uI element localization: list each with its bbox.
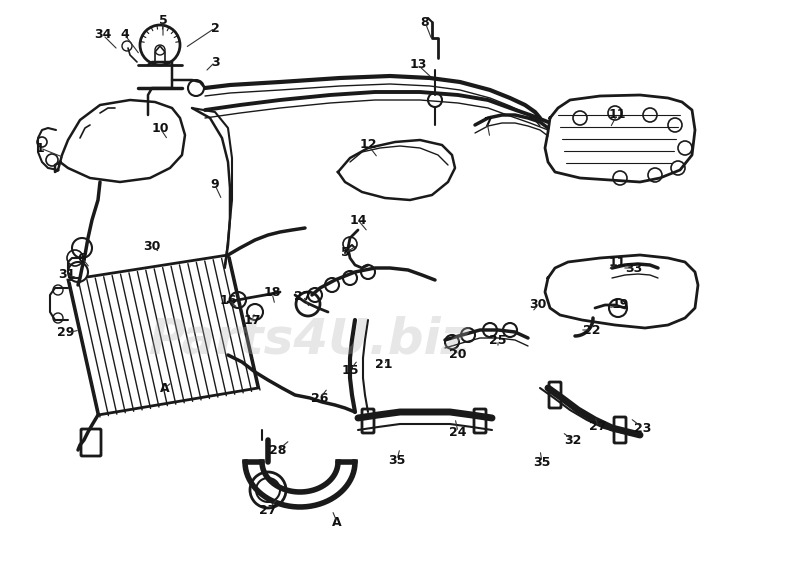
Text: 29: 29	[58, 327, 74, 340]
Text: 11: 11	[608, 257, 626, 270]
Circle shape	[72, 238, 92, 258]
Circle shape	[483, 323, 497, 337]
Text: 22: 22	[583, 324, 601, 337]
Circle shape	[361, 265, 375, 279]
Text: 27: 27	[259, 504, 277, 517]
Text: 20: 20	[450, 349, 466, 362]
Text: 3: 3	[210, 55, 219, 68]
Text: 35: 35	[388, 453, 406, 466]
Text: 13: 13	[410, 59, 426, 72]
Text: 4: 4	[121, 29, 130, 42]
Text: A: A	[332, 515, 342, 528]
Circle shape	[445, 335, 459, 349]
Text: 21: 21	[375, 359, 393, 372]
Text: 11: 11	[608, 108, 626, 121]
Text: 2: 2	[210, 21, 219, 34]
Text: 1: 1	[36, 142, 44, 155]
Circle shape	[503, 323, 517, 337]
Circle shape	[461, 328, 475, 342]
Text: 32: 32	[564, 434, 582, 447]
Text: 12: 12	[359, 139, 377, 152]
Text: 15: 15	[342, 364, 358, 377]
Text: 6: 6	[78, 252, 86, 265]
Text: 8: 8	[421, 15, 430, 29]
Text: 34: 34	[94, 29, 112, 42]
Text: 33: 33	[626, 262, 642, 275]
Text: 14: 14	[350, 214, 366, 227]
Text: 9: 9	[210, 178, 219, 192]
Circle shape	[308, 288, 322, 302]
Circle shape	[155, 45, 165, 55]
Text: 25: 25	[490, 333, 506, 346]
Text: 7: 7	[482, 116, 491, 129]
Text: A: A	[160, 381, 170, 394]
Text: 5: 5	[158, 14, 167, 27]
Text: 18: 18	[263, 287, 281, 299]
Text: 16: 16	[219, 293, 237, 306]
Text: 26: 26	[311, 391, 329, 404]
Circle shape	[68, 262, 88, 282]
Text: 19: 19	[611, 298, 629, 311]
Text: 27: 27	[294, 289, 312, 302]
Text: 30: 30	[530, 298, 546, 311]
Text: 24: 24	[450, 425, 466, 438]
Text: 10: 10	[151, 121, 169, 134]
Text: 17: 17	[243, 314, 261, 327]
Text: 28: 28	[270, 443, 286, 456]
Circle shape	[343, 271, 357, 285]
Text: 30: 30	[143, 240, 161, 253]
Circle shape	[428, 93, 442, 107]
Text: 35: 35	[534, 456, 550, 469]
Text: 23: 23	[634, 421, 652, 434]
Text: 31: 31	[58, 268, 76, 281]
Text: 27: 27	[590, 421, 606, 434]
Text: 5: 5	[341, 246, 350, 259]
Text: Parts4U.biz: Parts4U.biz	[149, 316, 471, 364]
Circle shape	[325, 278, 339, 292]
